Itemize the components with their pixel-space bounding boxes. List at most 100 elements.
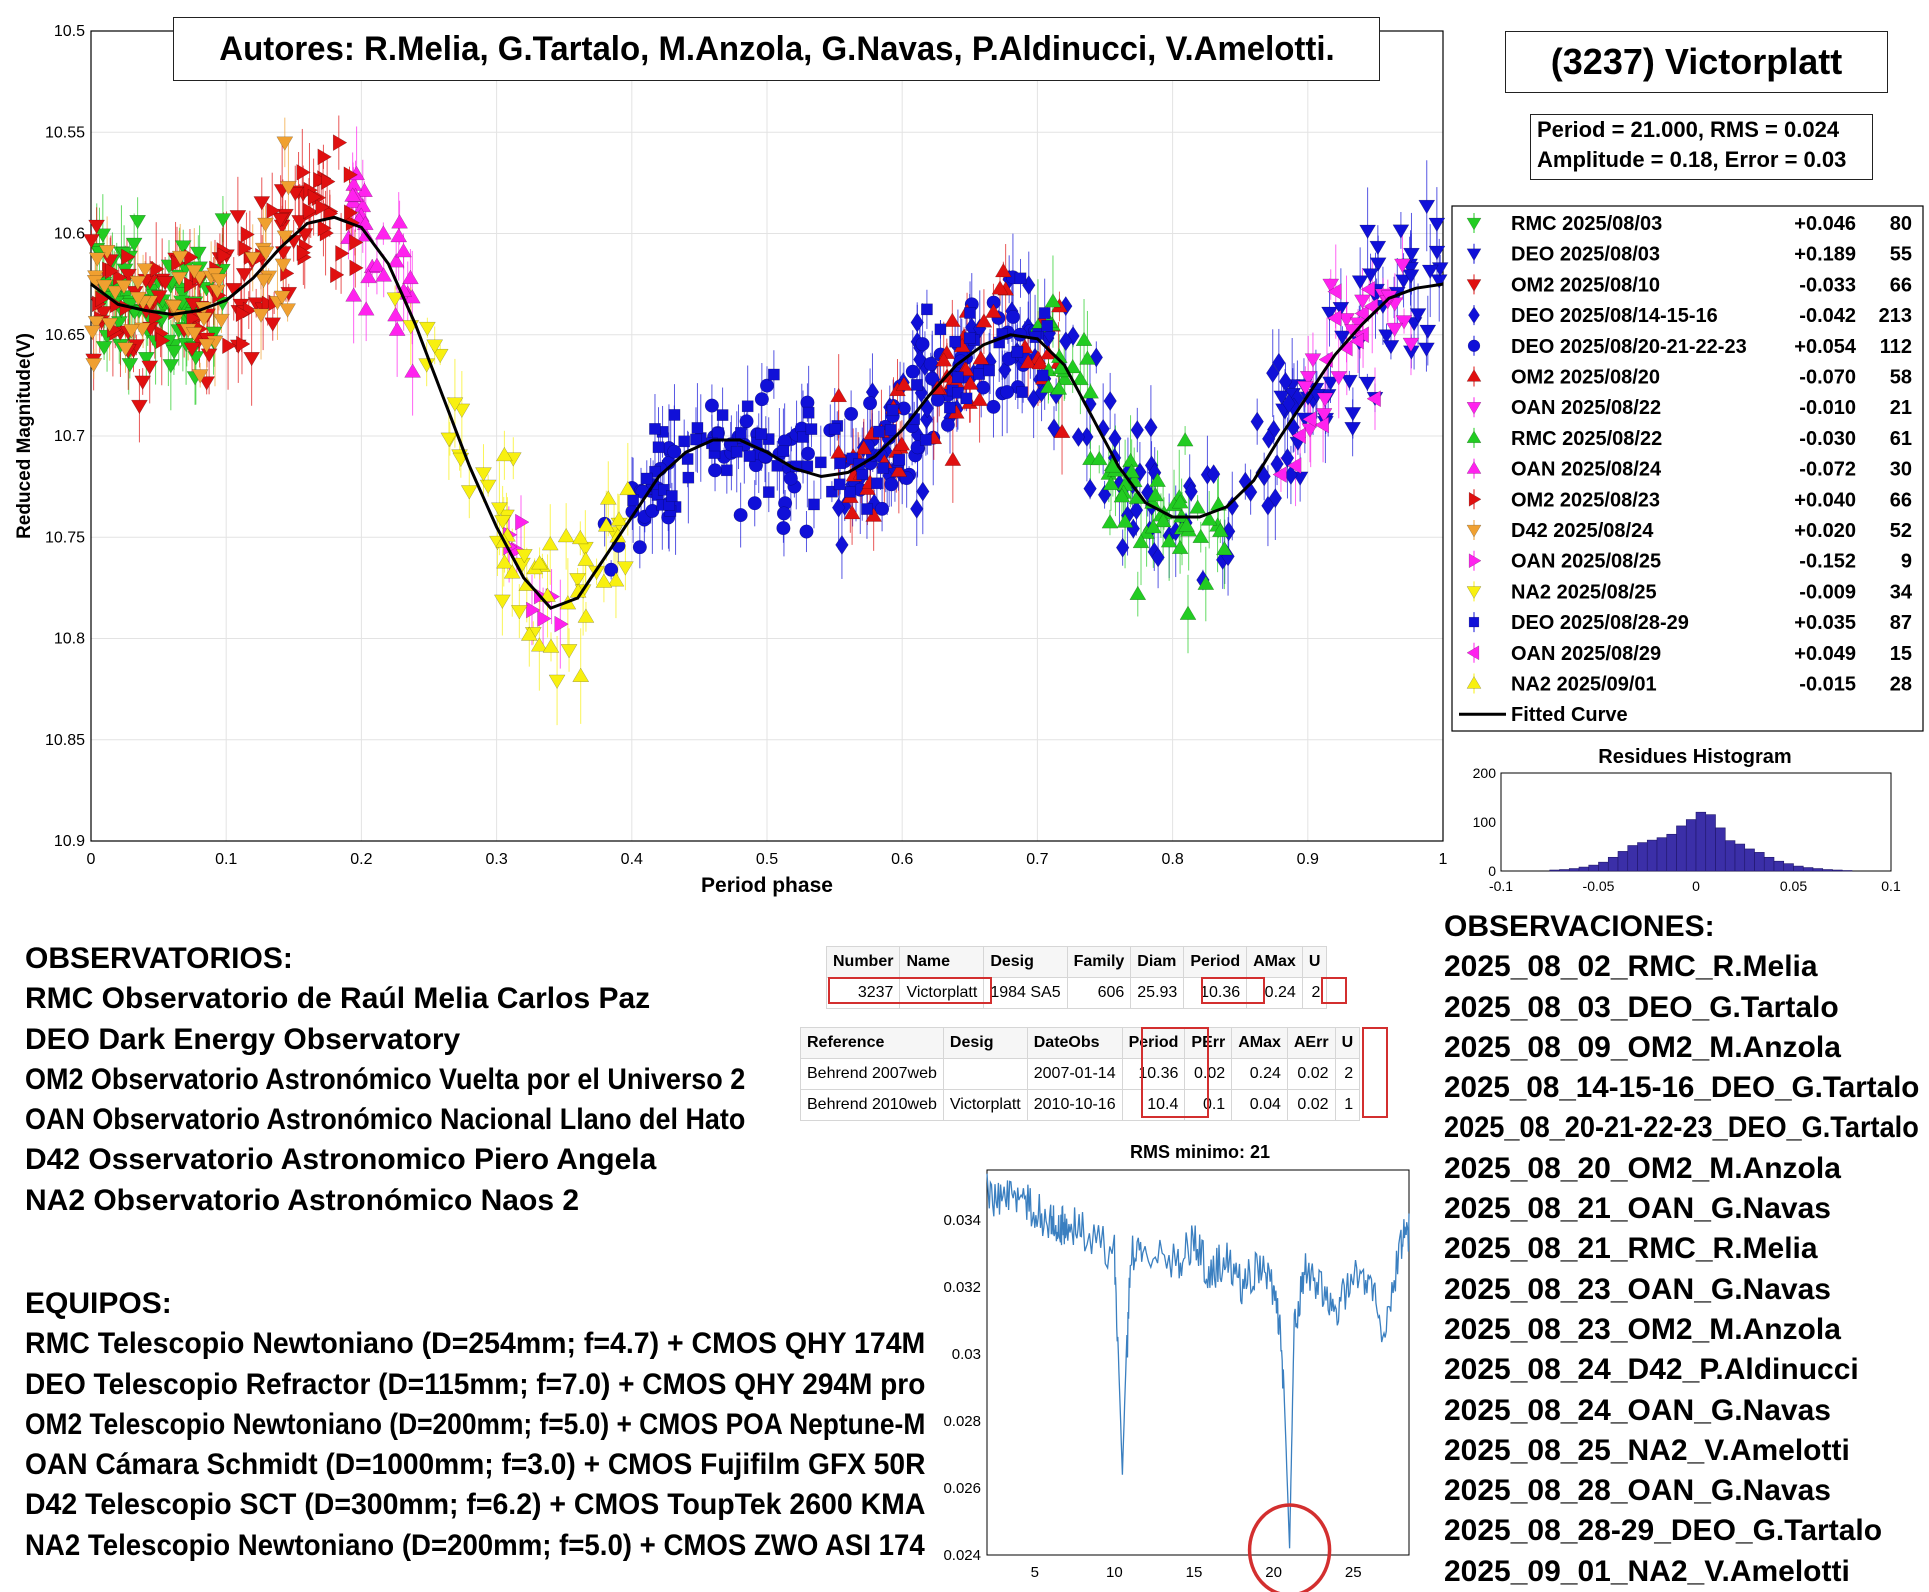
data-point bbox=[762, 486, 775, 498]
y-tick-label: 10.9 bbox=[54, 833, 85, 850]
data-point bbox=[1278, 371, 1293, 392]
observaciones-title: OBSERVACIONES: bbox=[1444, 910, 1715, 943]
data-point bbox=[716, 409, 729, 421]
data-point bbox=[531, 555, 549, 570]
table-row: Behrend 2007web 2007-01-14 10.36 0.02 0.24 0.… bbox=[800, 1058, 1361, 1090]
table2-header: Desig bbox=[942, 1027, 1028, 1059]
fit-info-box: Period = 21.000, RMS = 0.024 Amplitude =… bbox=[1530, 114, 1873, 180]
data-point bbox=[1284, 464, 1298, 486]
data-point bbox=[1197, 575, 1215, 590]
data-point bbox=[1261, 428, 1276, 449]
y-tick-label: 10.6 bbox=[54, 226, 85, 243]
data-point bbox=[526, 601, 541, 619]
list-item: NA2 Telescopio Newtoniano (D=200mm; f=5.… bbox=[25, 1528, 925, 1562]
histogram-bar bbox=[1763, 856, 1775, 872]
legend-marker bbox=[1466, 430, 1482, 444]
data-point bbox=[1394, 258, 1411, 274]
legend-count: 21 bbox=[1890, 397, 1912, 419]
rms-y-tick: 0.03 bbox=[952, 1346, 981, 1363]
data-point bbox=[83, 325, 101, 340]
data-point bbox=[1178, 517, 1196, 532]
legend-offset: +0.189 bbox=[1794, 244, 1856, 266]
table-cell: 0.24 bbox=[1231, 1058, 1288, 1090]
data-point bbox=[98, 244, 116, 260]
data-point bbox=[222, 337, 237, 355]
data-point bbox=[1296, 380, 1314, 396]
data-point bbox=[1402, 269, 1420, 284]
table-cell: 0.02 bbox=[1286, 1089, 1336, 1121]
data-point bbox=[479, 479, 497, 495]
data-point bbox=[1421, 264, 1439, 280]
period-references-table: Reference Desig DateObs Period PErr AMax AErr U… bbox=[800, 1027, 1361, 1121]
legend-label: OM2 2025/08/20 bbox=[1511, 367, 1660, 389]
data-point bbox=[1071, 370, 1089, 386]
fit-info-amplitude: Amplitude = 0.18, Error = 0.03 bbox=[1537, 147, 1847, 172]
data-point bbox=[678, 435, 691, 448]
data-point bbox=[991, 280, 1009, 295]
legend-marker bbox=[1466, 402, 1482, 415]
data-point bbox=[1129, 585, 1147, 600]
data-point bbox=[808, 498, 820, 511]
data-point bbox=[440, 432, 458, 447]
legend-count: 61 bbox=[1890, 428, 1912, 450]
list-item: 2025_09_01_NA2_V.Amelotti bbox=[1444, 1554, 1850, 1588]
legend-label: RMC 2025/08/03 bbox=[1511, 213, 1662, 235]
data-point bbox=[1268, 488, 1283, 509]
data-point bbox=[1430, 274, 1448, 289]
data-point bbox=[184, 276, 199, 294]
authors-box: Autores: R.Melia, G.Tartalo, M.Anzola, G… bbox=[173, 17, 1380, 81]
data-point bbox=[1176, 431, 1194, 447]
data-point bbox=[863, 396, 878, 411]
data-point bbox=[210, 273, 228, 288]
data-point bbox=[303, 202, 318, 220]
legend-count: 80 bbox=[1890, 213, 1912, 235]
data-point bbox=[814, 456, 827, 469]
table-cell: 2007-01-14 bbox=[1026, 1058, 1123, 1090]
data-point bbox=[905, 364, 920, 379]
histogram-bar bbox=[1715, 827, 1726, 872]
data-point bbox=[1418, 342, 1435, 357]
data-point bbox=[844, 406, 859, 421]
data-point bbox=[1340, 374, 1358, 390]
legend-label: OM2 2025/08/10 bbox=[1511, 274, 1660, 296]
data-point bbox=[1402, 262, 1419, 277]
data-point bbox=[101, 254, 119, 269]
table-cell: 10.36 bbox=[1183, 977, 1248, 1009]
data-point bbox=[94, 228, 112, 243]
data-point bbox=[273, 290, 291, 306]
legend-count: 28 bbox=[1890, 674, 1912, 696]
data-point bbox=[395, 242, 412, 258]
data-point bbox=[1196, 569, 1210, 591]
light-curve-chart: 0 0.1 0.2 0.3 0.4 0.5 0.6 0.7 0.8 0.9 1 10.5 10.55 10… bbox=[14, 23, 1449, 897]
histogram-y-tick: 100 bbox=[1473, 814, 1497, 830]
data-point bbox=[610, 511, 628, 526]
table1-header: Family bbox=[1066, 946, 1132, 978]
histogram-bar bbox=[1568, 868, 1580, 872]
table-row: 3237 Victorplatt 1984 SA5 606 25.93 10.36 0.24… bbox=[825, 977, 1328, 1009]
data-point bbox=[129, 215, 147, 230]
data-point bbox=[189, 246, 207, 262]
data-point bbox=[264, 317, 282, 332]
data-point bbox=[1315, 408, 1333, 423]
data-point bbox=[886, 404, 899, 417]
data-point bbox=[652, 441, 665, 454]
table1-header: Name bbox=[899, 946, 985, 978]
legend-offset: -0.010 bbox=[1799, 397, 1856, 419]
data-point bbox=[106, 285, 124, 301]
data-point bbox=[1321, 306, 1338, 322]
data-point bbox=[1302, 410, 1317, 428]
data-point bbox=[777, 445, 790, 457]
histogram-bar bbox=[1773, 860, 1785, 872]
data-point bbox=[1053, 423, 1071, 439]
data-point bbox=[800, 446, 816, 461]
histogram-bar bbox=[1588, 864, 1599, 872]
data-point bbox=[944, 451, 962, 466]
data-point bbox=[645, 503, 660, 518]
x-tick-label: 0.4 bbox=[621, 851, 643, 868]
data-point bbox=[1200, 511, 1218, 526]
data-point bbox=[1418, 199, 1436, 215]
data-point bbox=[1075, 331, 1093, 346]
data-point bbox=[119, 299, 134, 317]
data-point bbox=[1344, 421, 1362, 437]
data-point bbox=[217, 247, 233, 265]
